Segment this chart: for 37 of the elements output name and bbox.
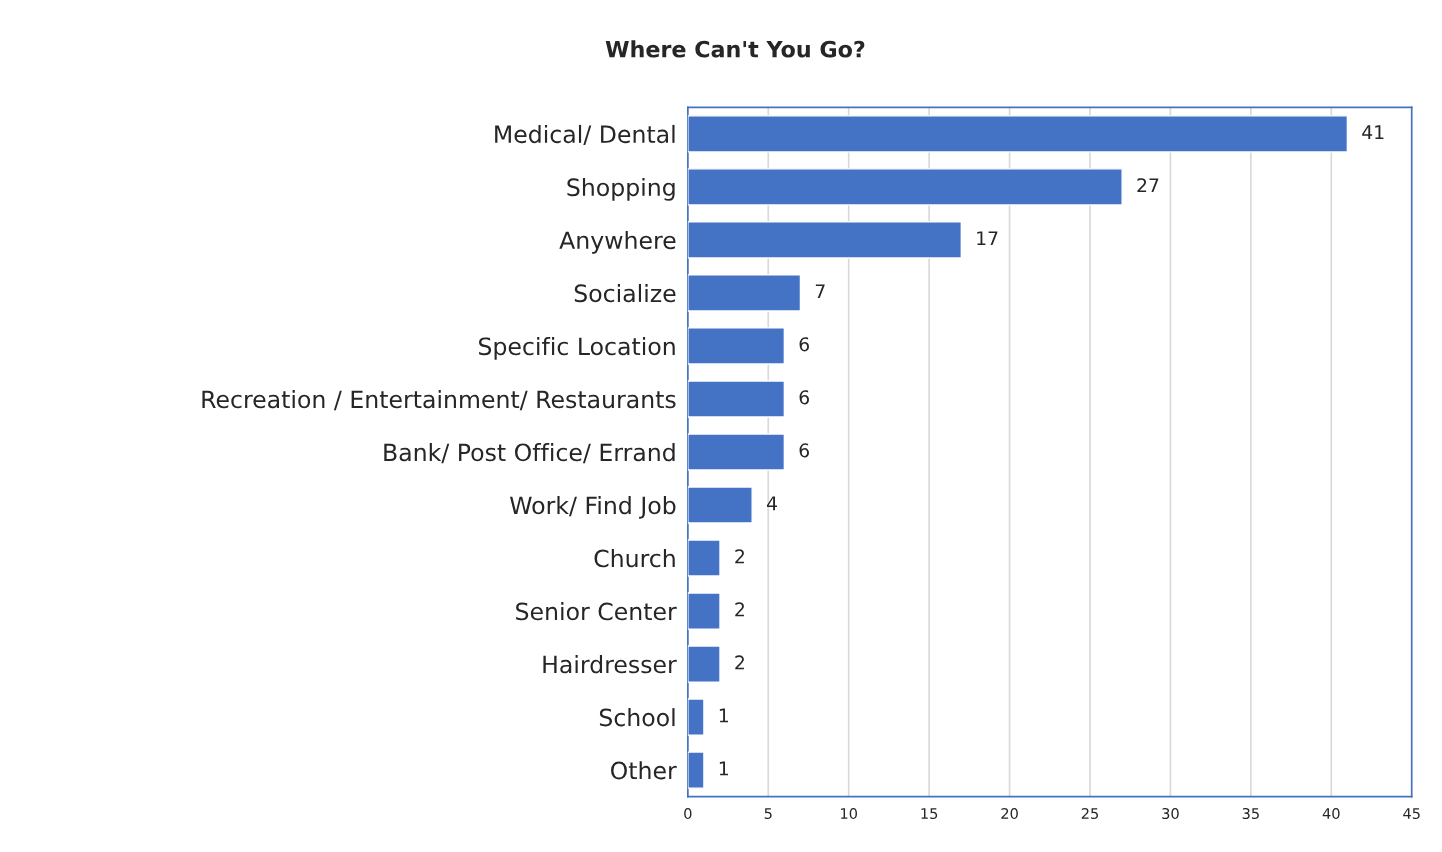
y-tick-label: Hairdresser — [543, 655, 677, 674]
x-tick-label: 20 — [1001, 807, 1018, 820]
data-label: 2 — [735, 655, 744, 670]
x-tick-label: 25 — [1081, 807, 1098, 820]
data-label: 6 — [799, 337, 809, 352]
data-label: 7 — [815, 284, 825, 299]
chart-title: Where Can't You Go? — [605, 40, 865, 58]
x-tick-label: 40 — [1322, 807, 1340, 820]
y-tick-label: School — [599, 708, 675, 727]
y-tick-label: Other — [611, 761, 677, 780]
y-tick-label: Recreation / Entertainment/ Restaurants — [202, 389, 676, 411]
y-tick-label: Socialize — [574, 283, 676, 303]
y-tick-label: Medical/ Dental — [495, 124, 675, 146]
y-tick-label: Shopping — [567, 177, 675, 201]
y-tick-label: Church — [594, 549, 675, 568]
data-label: 27 — [1137, 178, 1159, 193]
data-label: 6 — [799, 443, 809, 458]
data-label: 4 — [766, 496, 777, 511]
data-label: 2 — [735, 549, 744, 564]
x-tick-label: 15 — [921, 808, 938, 820]
data-label: 1 — [719, 761, 729, 776]
y-tick-label: Anywhere — [559, 230, 676, 254]
data-label: 17 — [977, 231, 998, 246]
data-label: 1 — [719, 708, 729, 723]
data-label: 2 — [735, 602, 744, 617]
data-label: 41 — [1362, 125, 1384, 140]
y-tick-label: Work/ Find Job — [509, 496, 676, 519]
x-tick-label: 0 — [684, 807, 692, 820]
x-tick-label: 45 — [1403, 808, 1420, 820]
x-tick-label: 30 — [1162, 807, 1179, 820]
x-tick-label: 5 — [764, 808, 772, 820]
y-tick-label: Senior Center — [516, 602, 677, 621]
x-tick-label: 35 — [1242, 807, 1259, 820]
y-tick-label: Specific Location — [479, 336, 675, 360]
x-tick-label: 10 — [841, 807, 858, 820]
y-tick-label: Bank/ Post Office/ Errand — [384, 443, 675, 464]
data-label: 6 — [799, 390, 809, 405]
